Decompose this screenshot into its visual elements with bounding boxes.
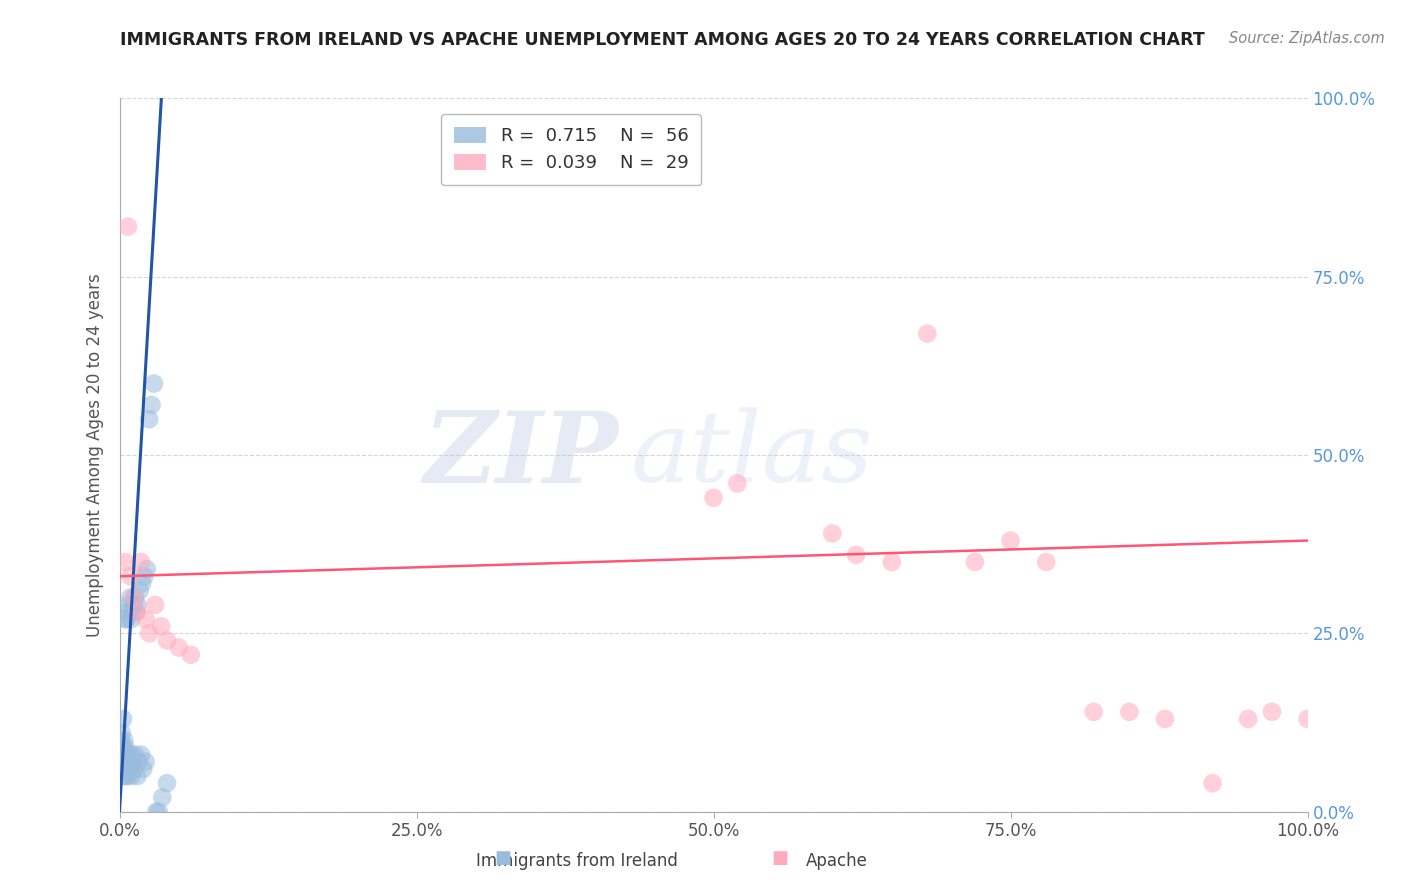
Text: Apache: Apache (806, 852, 868, 870)
Point (118, 762, 141, 776)
Point (135, 562, 157, 576)
Point (127, 605, 149, 619)
Point (111, 762, 134, 776)
Point (120, 612, 142, 626)
Point (124, 747, 146, 762)
Point (122, 598, 145, 612)
Point (1261, 705, 1284, 719)
Point (135, 612, 157, 626)
Point (1035, 555, 1057, 569)
Point (117, 605, 139, 619)
Point (1118, 705, 1140, 719)
Point (880, 555, 903, 569)
Point (129, 555, 152, 569)
Text: ZIP: ZIP (423, 407, 619, 503)
Point (112, 755, 135, 769)
Point (120, 569, 142, 583)
Point (1296, 712, 1319, 726)
Point (1154, 712, 1177, 726)
Point (821, 526, 844, 541)
Point (114, 612, 136, 626)
Point (112, 740, 135, 755)
Point (963, 555, 986, 569)
Point (128, 583, 150, 598)
Point (120, 747, 142, 762)
Point (121, 605, 143, 619)
Point (118, 747, 141, 762)
Point (180, 648, 202, 662)
Text: Source: ZipAtlas.com: Source: ZipAtlas.com (1229, 31, 1385, 46)
Point (167, 640, 190, 655)
Point (117, 769, 139, 783)
Point (132, 762, 155, 776)
Point (120, 769, 142, 783)
Point (114, 555, 136, 569)
Point (125, 605, 148, 619)
Point (124, 591, 146, 605)
Point (122, 591, 145, 605)
Point (112, 762, 135, 776)
Point (112, 747, 135, 762)
Point (120, 591, 142, 605)
Point (128, 755, 150, 769)
Legend: R =  0.715    N =  56, R =  0.039    N =  29: R = 0.715 N = 56, R = 0.039 N = 29 (441, 114, 702, 186)
Point (845, 548, 868, 562)
Point (1201, 776, 1223, 790)
Point (702, 491, 725, 505)
Text: IMMIGRANTS FROM IRELAND VS APACHE UNEMPLOYMENT AMONG AGES 20 TO 24 YEARS CORRELA: IMMIGRANTS FROM IRELAND VS APACHE UNEMPL… (120, 31, 1205, 49)
Point (117, 219, 139, 234)
Point (114, 769, 136, 783)
Point (111, 726, 134, 740)
Point (111, 740, 134, 755)
Point (110, 747, 132, 762)
Point (138, 626, 160, 640)
Text: ■: ■ (495, 849, 512, 867)
Point (115, 747, 138, 762)
Point (129, 747, 152, 762)
Point (150, 790, 173, 805)
Point (117, 755, 139, 769)
Point (112, 769, 135, 783)
Point (127, 598, 149, 612)
Point (134, 569, 156, 583)
Point (1083, 705, 1105, 719)
Point (112, 733, 135, 747)
Point (112, 712, 135, 726)
Text: atlas: atlas (630, 408, 873, 502)
Point (118, 598, 141, 612)
Point (156, 633, 179, 648)
Point (135, 755, 157, 769)
Point (115, 612, 138, 626)
Y-axis label: Unemployment Among Ages 20 to 24 years: Unemployment Among Ages 20 to 24 years (86, 273, 104, 637)
Point (110, 762, 132, 776)
Point (131, 576, 153, 591)
Text: Immigrants from Ireland: Immigrants from Ireland (475, 852, 678, 870)
Point (148, 805, 170, 819)
Point (111, 747, 134, 762)
Point (110, 733, 132, 747)
Point (725, 476, 748, 491)
Point (114, 755, 136, 769)
Point (145, 805, 167, 819)
Point (114, 740, 136, 755)
Point (150, 619, 173, 633)
Point (1000, 533, 1022, 548)
Text: ■: ■ (772, 849, 789, 867)
Point (143, 598, 166, 612)
Point (143, 376, 166, 391)
Point (138, 412, 160, 426)
Point (141, 398, 163, 412)
Point (917, 326, 939, 341)
Point (1237, 712, 1260, 726)
Point (156, 776, 179, 790)
Point (115, 762, 138, 776)
Point (122, 762, 145, 776)
Point (121, 755, 143, 769)
Point (120, 755, 142, 769)
Point (127, 769, 149, 783)
